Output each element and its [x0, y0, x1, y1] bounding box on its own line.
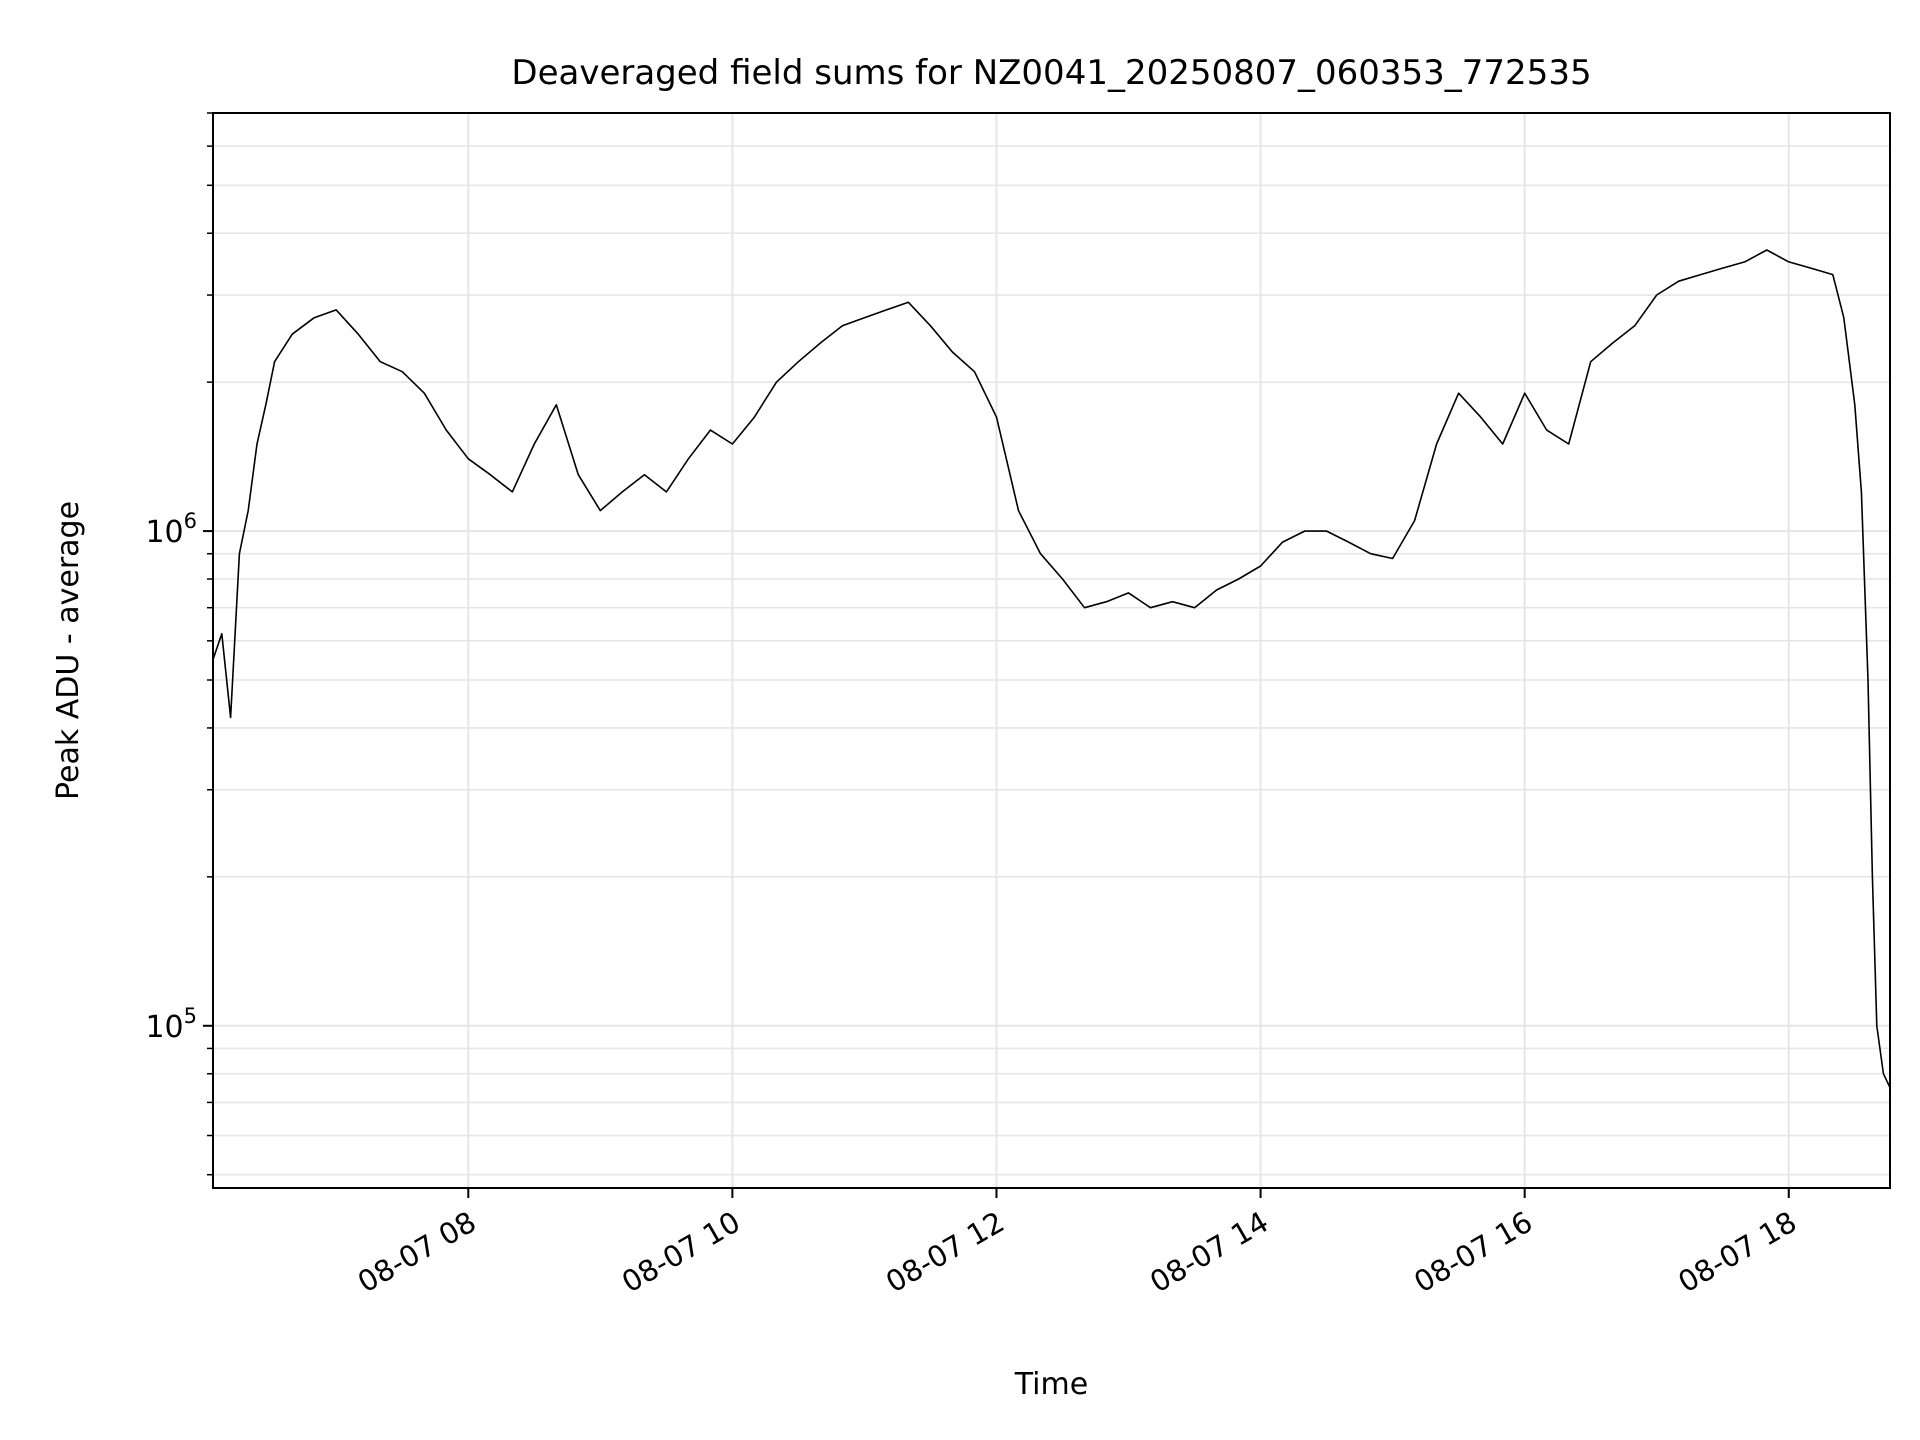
grid [213, 112, 1890, 1188]
x-tick-label: 08-07 16 [1408, 1205, 1538, 1300]
x-tick-label: 08-07 14 [1144, 1205, 1274, 1300]
x-tick-label: 08-07 08 [352, 1205, 482, 1300]
x-tick-label: 08-07 10 [616, 1205, 746, 1300]
x-tick-label: 08-07 18 [1672, 1205, 1802, 1300]
y-tick-label: 106 [145, 509, 197, 550]
y-tick-label-exponent: 5 [184, 1004, 197, 1028]
series-line [213, 249, 1890, 1088]
series-layer [213, 249, 1890, 1088]
chart-title: Deaveraged field sums for NZ0041_2025080… [511, 53, 1591, 93]
y-tick-label-base: 10 [145, 515, 183, 550]
y-tick-label-exponent: 6 [184, 509, 197, 533]
y-tick-label-base: 10 [145, 1010, 183, 1045]
y-tick-label: 105 [145, 1004, 197, 1045]
axis-ticks: 08-07 08 08-07 10 08-07 12 08-07 14 08-07 16… [145, 112, 1802, 1300]
y-axis-label: Peak ADU - average [51, 501, 86, 800]
x-tick-label: 08-07 12 [880, 1205, 1010, 1300]
x-axis-label: Time [1014, 1367, 1088, 1402]
plot-area-frame [212, 112, 1891, 1189]
